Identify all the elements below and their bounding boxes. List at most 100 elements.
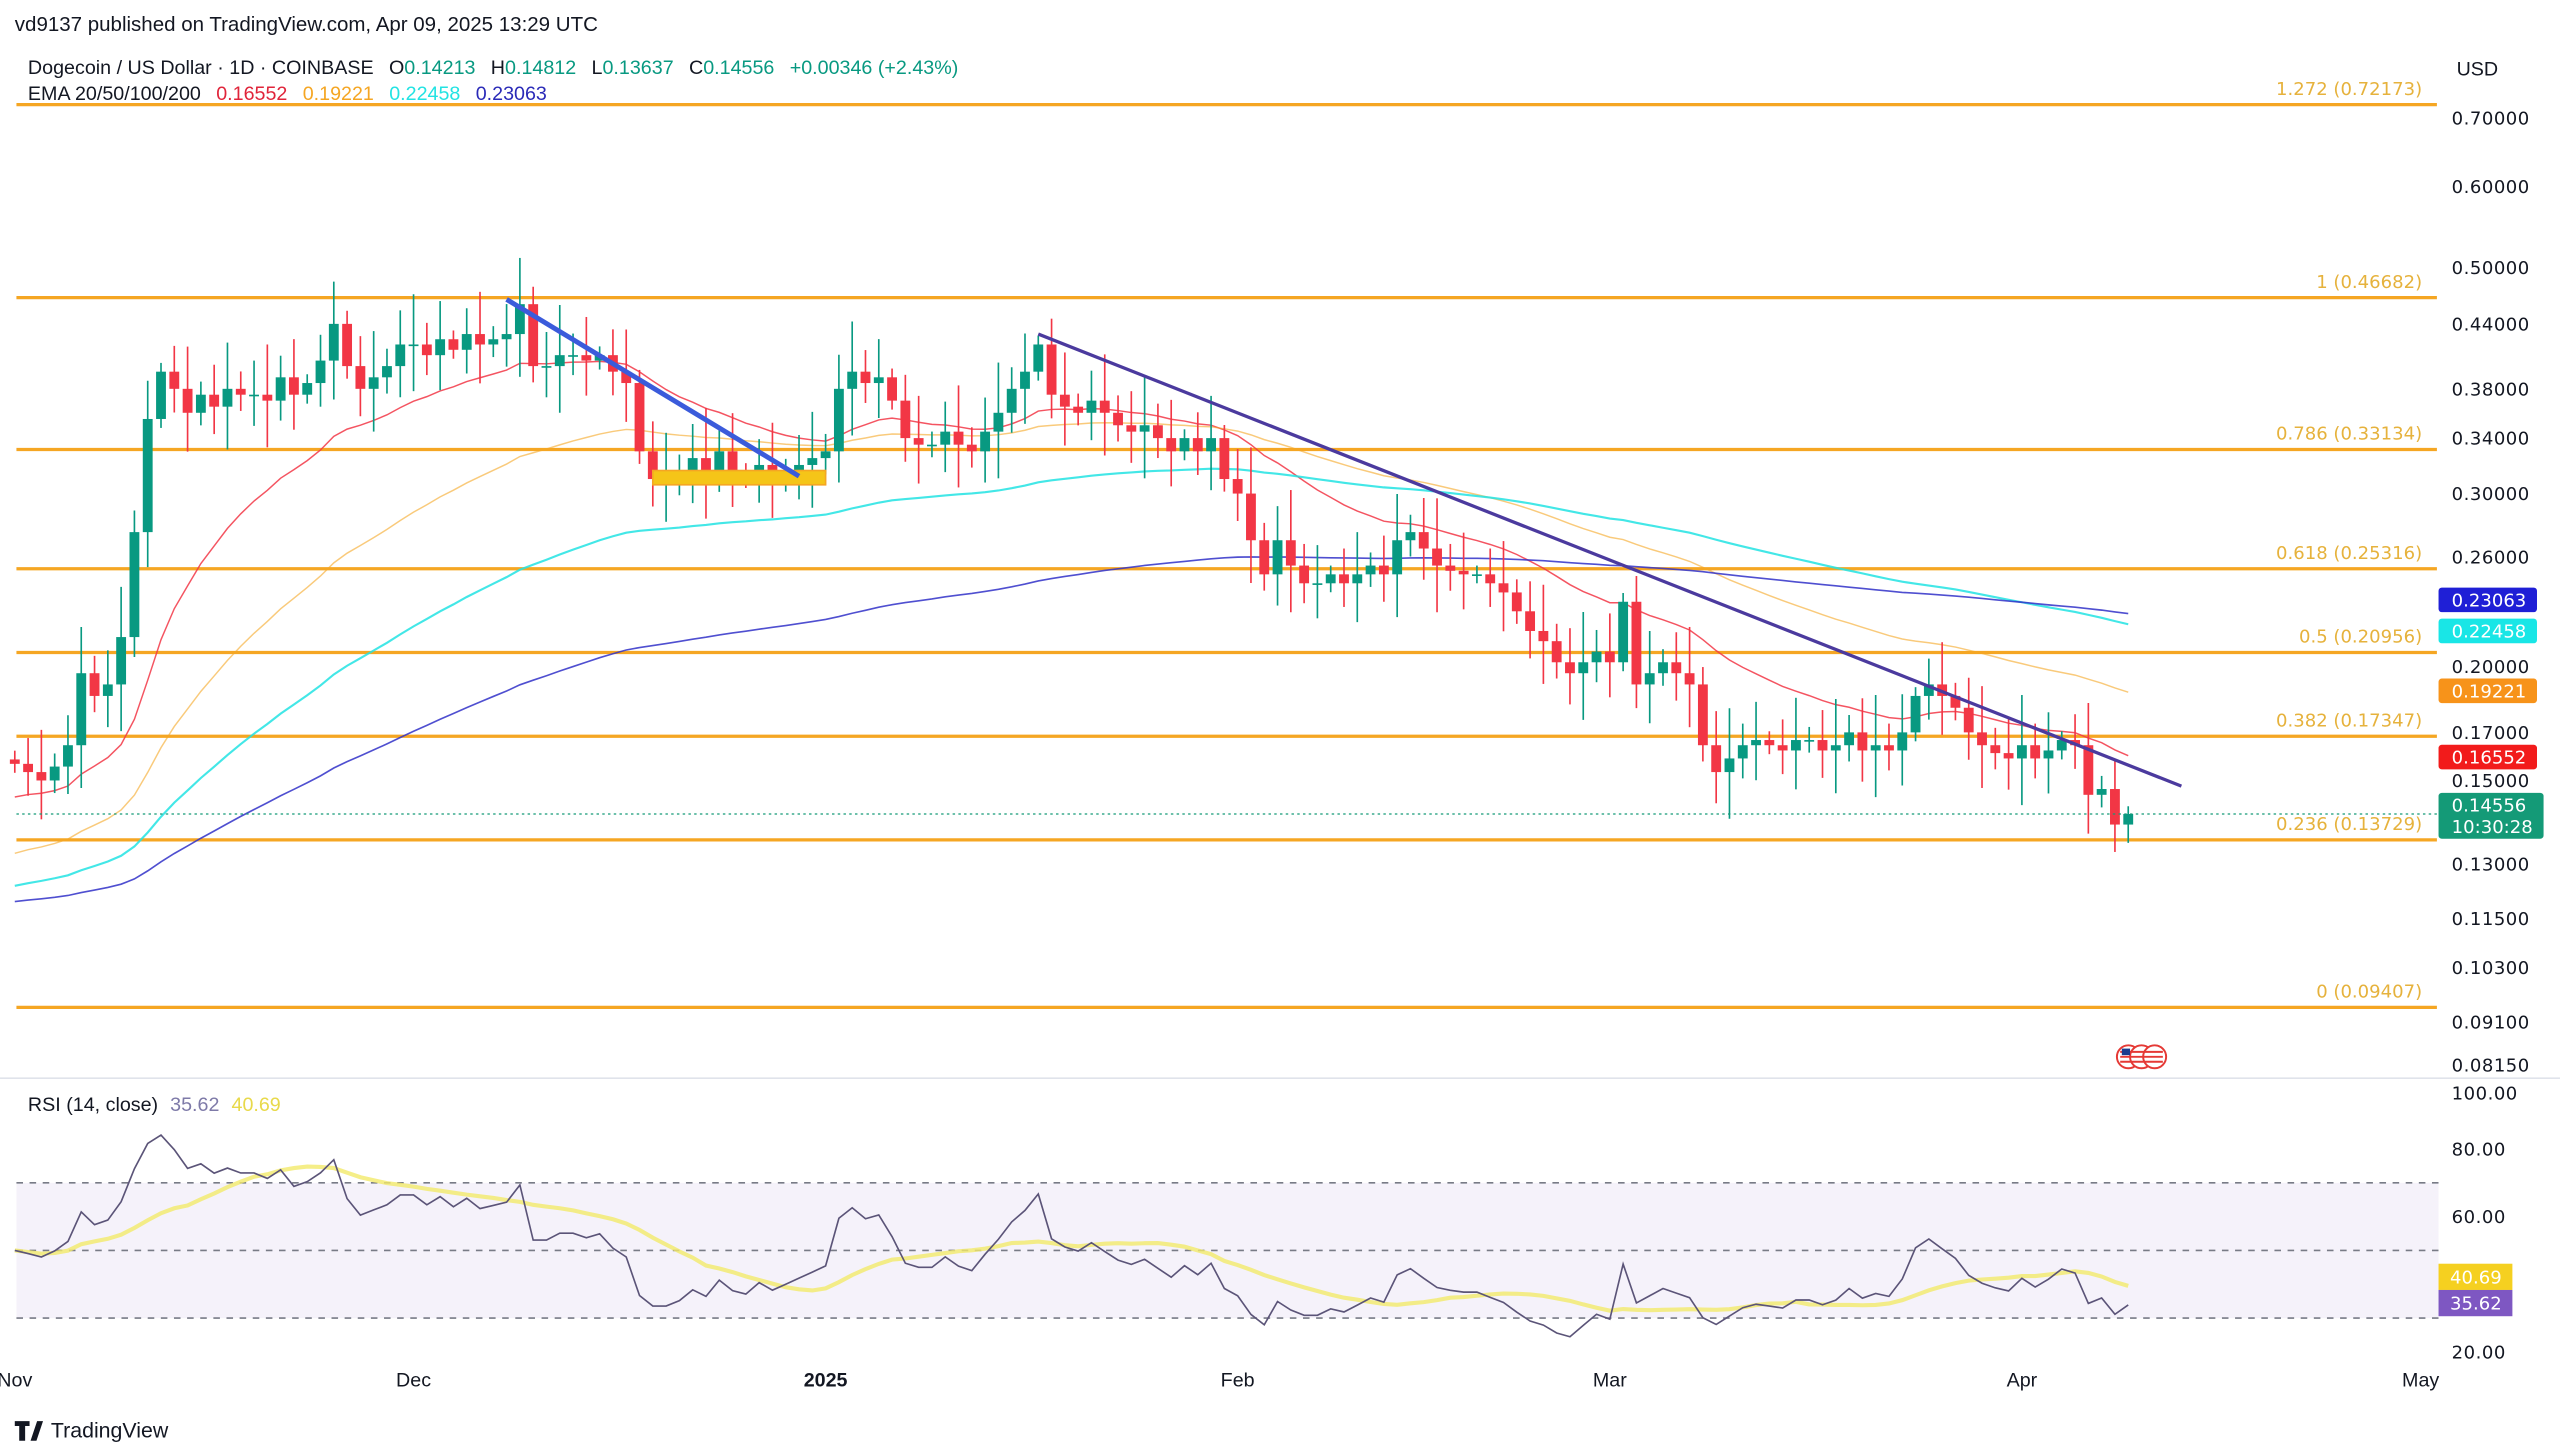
candle: [1578, 612, 1589, 720]
candle-body: [1817, 740, 1828, 751]
candle-body: [1206, 438, 1217, 452]
price-tick: 0.11500: [2452, 909, 2530, 930]
candle-body: [23, 763, 34, 773]
candle: [289, 339, 299, 430]
candle: [275, 355, 286, 421]
ema200-line: [14, 556, 2129, 903]
candle: [1152, 403, 1163, 459]
fibonacci-levels[interactable]: 1.272 (0.72173) 1 (0.46682) 0.786 (0.33134…: [16, 79, 2437, 1010]
candle-body: [142, 418, 153, 533]
candle-body: [1578, 662, 1589, 674]
candle-body: [1897, 732, 1908, 751]
candle-body: [435, 339, 446, 356]
rsi-tick: 100.00: [2452, 1083, 2518, 1104]
candle: [1671, 632, 1682, 701]
candle-body: [980, 431, 991, 452]
price-pane[interactable]: 1.272 (0.72173) 1 (0.46682) 0.786 (0.33134…: [9, 79, 2439, 1070]
ema20-badge-bg: [2438, 744, 2538, 770]
price-axis[interactable]: USD 0.23063 0.22458 0.19221 0.16552 0.145561…: [2438, 58, 2544, 1077]
candle: [1272, 506, 1283, 606]
candle-body: [1538, 630, 1549, 642]
candle: [1870, 695, 1881, 798]
candle-body: [860, 371, 871, 384]
tradingview-logo-icon: [14, 1421, 44, 1441]
candle: [1365, 552, 1376, 587]
candle: [1405, 514, 1416, 557]
candle-body: [1086, 400, 1097, 413]
candle-body: [541, 366, 552, 368]
rsi-badge-bg: [2438, 1263, 2513, 1290]
candle-body: [328, 323, 339, 361]
candle-body: [2003, 753, 2014, 759]
candle: [1565, 628, 1575, 705]
candle-body: [568, 355, 578, 357]
candle: [475, 291, 485, 384]
rsi-pane[interactable]: RSI (14, close) 35.62 40.69 100.00 80.00 6…: [14, 1083, 2518, 1363]
candle-body: [36, 772, 47, 781]
candle-body: [1485, 574, 1496, 584]
candle: [222, 342, 233, 450]
candle-body: [2030, 745, 2041, 759]
drawings[interactable]: [505, 297, 2183, 788]
candle: [887, 368, 897, 410]
candle-body: [1658, 662, 1668, 674]
candle: [2056, 731, 2067, 760]
candle-body: [1046, 344, 1057, 395]
candle: [1059, 352, 1070, 446]
candle: [76, 626, 87, 788]
tradingview-logo[interactable]: TradingView: [14, 1419, 169, 1443]
candle-body: [647, 451, 658, 480]
candle: [2003, 719, 2014, 790]
candle: [1432, 498, 1442, 613]
candle: [302, 374, 313, 404]
candle: [1844, 714, 1855, 762]
candle: [634, 369, 645, 464]
candle: [129, 510, 140, 658]
candle-body: [1910, 695, 1921, 733]
candle-body: [2110, 789, 2120, 825]
candle: [1485, 548, 1496, 607]
candle-body: [1352, 574, 1363, 584]
candle: [953, 385, 964, 488]
candle-body: [1777, 745, 1788, 751]
candle: [514, 257, 525, 377]
time-tick: Feb: [1221, 1370, 1255, 1392]
price-tick: 0.20000: [2452, 657, 2530, 678]
candle: [235, 371, 246, 411]
candle-body: [1192, 438, 1203, 452]
candle-body: [461, 334, 472, 350]
candle: [1392, 494, 1403, 618]
candle-body: [514, 304, 525, 335]
trendline[interactable]: [505, 297, 801, 479]
candle-body: [1445, 565, 1456, 571]
candle: [1751, 701, 1761, 781]
fib-label: 1.272 (0.72173): [2276, 79, 2422, 100]
candle-body: [794, 464, 804, 472]
candle-body: [1113, 412, 1123, 426]
rsi-tick: 60.00: [2452, 1207, 2506, 1228]
candle-body: [355, 366, 366, 389]
candle: [1884, 723, 1894, 771]
candle-body: [395, 344, 406, 367]
candle-body: [275, 377, 286, 401]
candle: [1378, 535, 1389, 602]
candle-body: [847, 371, 858, 389]
candle-body: [2016, 745, 2027, 759]
candle: [1631, 575, 1642, 709]
candle-body: [315, 360, 326, 384]
candle-body: [1498, 583, 1509, 593]
candle: [9, 750, 20, 773]
candle-body: [900, 400, 911, 439]
trendline[interactable]: [1037, 332, 2183, 788]
candle-body: [475, 334, 485, 345]
candle: [2030, 723, 2041, 779]
candle-body: [1272, 540, 1283, 575]
candle-body: [873, 377, 884, 384]
time-axis[interactable]: Nov Dec 2025 Feb Mar Apr May: [0, 1370, 2439, 1392]
candle: [873, 339, 884, 419]
us-flag-events-icon[interactable]: [2115, 1044, 2168, 1070]
support-box[interactable]: [651, 469, 827, 486]
ema100-price-badge: 0.22458: [2438, 618, 2538, 644]
